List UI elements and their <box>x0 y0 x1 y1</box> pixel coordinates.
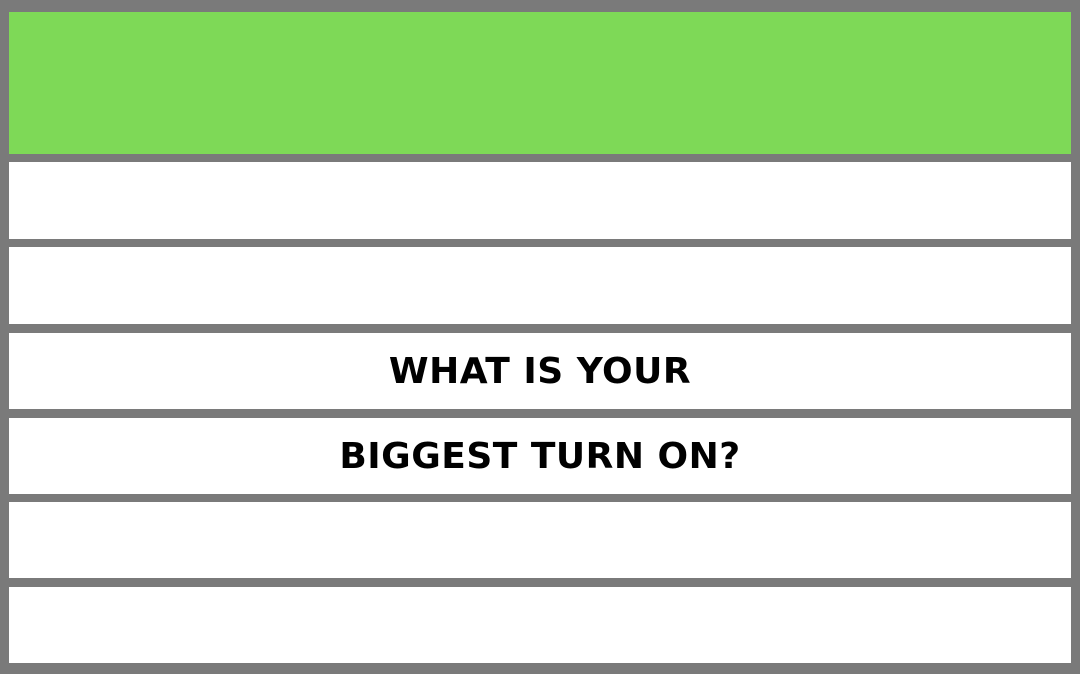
question-line-1: WHAT IS YOUR <box>388 350 692 392</box>
header-band <box>9 12 1071 154</box>
question-line-2: BIGGEST TURN ON? <box>339 435 741 477</box>
lined-row-2 <box>9 247 1071 324</box>
lined-row-5 <box>9 502 1071 578</box>
lined-row-6 <box>9 587 1071 663</box>
lined-row-4: BIGGEST TURN ON? <box>9 418 1071 494</box>
lined-row-1 <box>9 162 1071 239</box>
lined-row-3: WHAT IS YOUR <box>9 333 1071 409</box>
